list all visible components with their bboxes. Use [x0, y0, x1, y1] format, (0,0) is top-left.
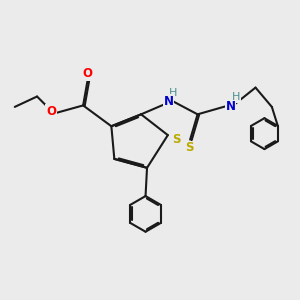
Text: S: S — [172, 133, 180, 146]
Text: H: H — [169, 88, 177, 98]
Text: O: O — [82, 67, 93, 80]
Text: N: N — [164, 95, 174, 108]
Text: N: N — [226, 100, 236, 113]
Text: H: H — [232, 92, 240, 102]
Text: O: O — [46, 105, 56, 118]
Text: S: S — [185, 141, 194, 154]
